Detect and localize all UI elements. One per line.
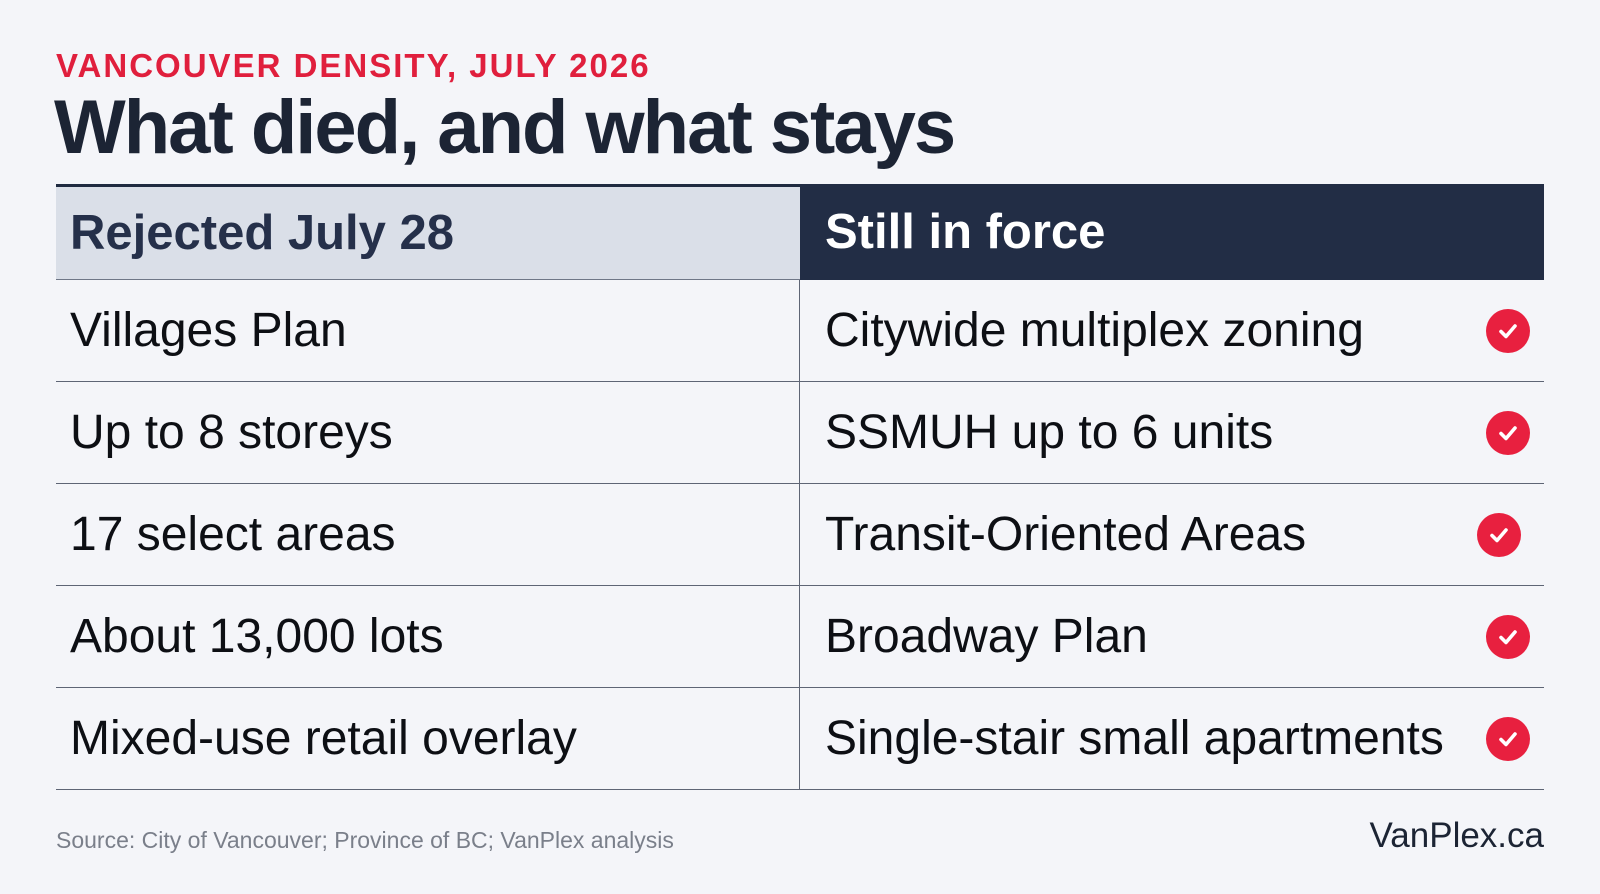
in-force-item: Broadway Plan: [825, 610, 1148, 663]
table-row: 17 select areas Transit-Oriented Areas: [56, 484, 1544, 586]
kicker: VANCOUVER DENSITY, JULY 2026: [56, 47, 651, 84]
table-row: Up to 8 storeys SSMUH up to 6 units: [56, 382, 1544, 484]
table-header-row: Rejected July 28 Still in force: [56, 184, 1544, 280]
in-force-item: SSMUH up to 6 units: [825, 406, 1274, 459]
in-force-cell: Transit-Oriented Areas: [800, 484, 1544, 585]
in-force-cell: Single-stair small apartments: [800, 688, 1544, 789]
in-force-item: Transit-Oriented Areas: [825, 508, 1307, 561]
headline: What died, and what stays: [54, 85, 956, 170]
rejected-item: 17 select areas: [56, 484, 800, 585]
check-circle-icon: [1486, 614, 1530, 659]
check-circle-icon: [1486, 716, 1530, 761]
brand-wordmark: VanPlex.ca: [1369, 816, 1544, 855]
header-rejected: Rejected July 28: [56, 184, 800, 280]
header-still-in-force: Still in force: [800, 184, 1544, 280]
check-circle-icon: [1477, 512, 1521, 557]
in-force-item: Citywide multiplex zoning: [825, 304, 1364, 357]
table-row: Mixed-use retail overlay Single-stair sm…: [56, 688, 1544, 790]
rejected-item: Mixed-use retail overlay: [56, 688, 800, 789]
in-force-cell: SSMUH up to 6 units: [800, 382, 1544, 483]
in-force-item: Single-stair small apartments: [825, 712, 1444, 765]
table-row: About 13,000 lots Broadway Plan: [56, 586, 1544, 688]
rejected-item: Up to 8 storeys: [56, 382, 800, 483]
comparison-table: Rejected July 28 Still in force Villages…: [56, 184, 1544, 790]
source-note: Source: City of Vancouver; Province of B…: [56, 827, 674, 853]
check-circle-icon: [1486, 308, 1530, 353]
table-row: Villages Plan Citywide multiplex zoning: [56, 280, 1544, 382]
in-force-cell: Citywide multiplex zoning: [800, 280, 1544, 381]
check-circle-icon: [1486, 410, 1530, 455]
in-force-cell: Broadway Plan: [800, 586, 1544, 687]
rejected-item: Villages Plan: [56, 280, 800, 381]
rejected-item: About 13,000 lots: [56, 586, 800, 687]
